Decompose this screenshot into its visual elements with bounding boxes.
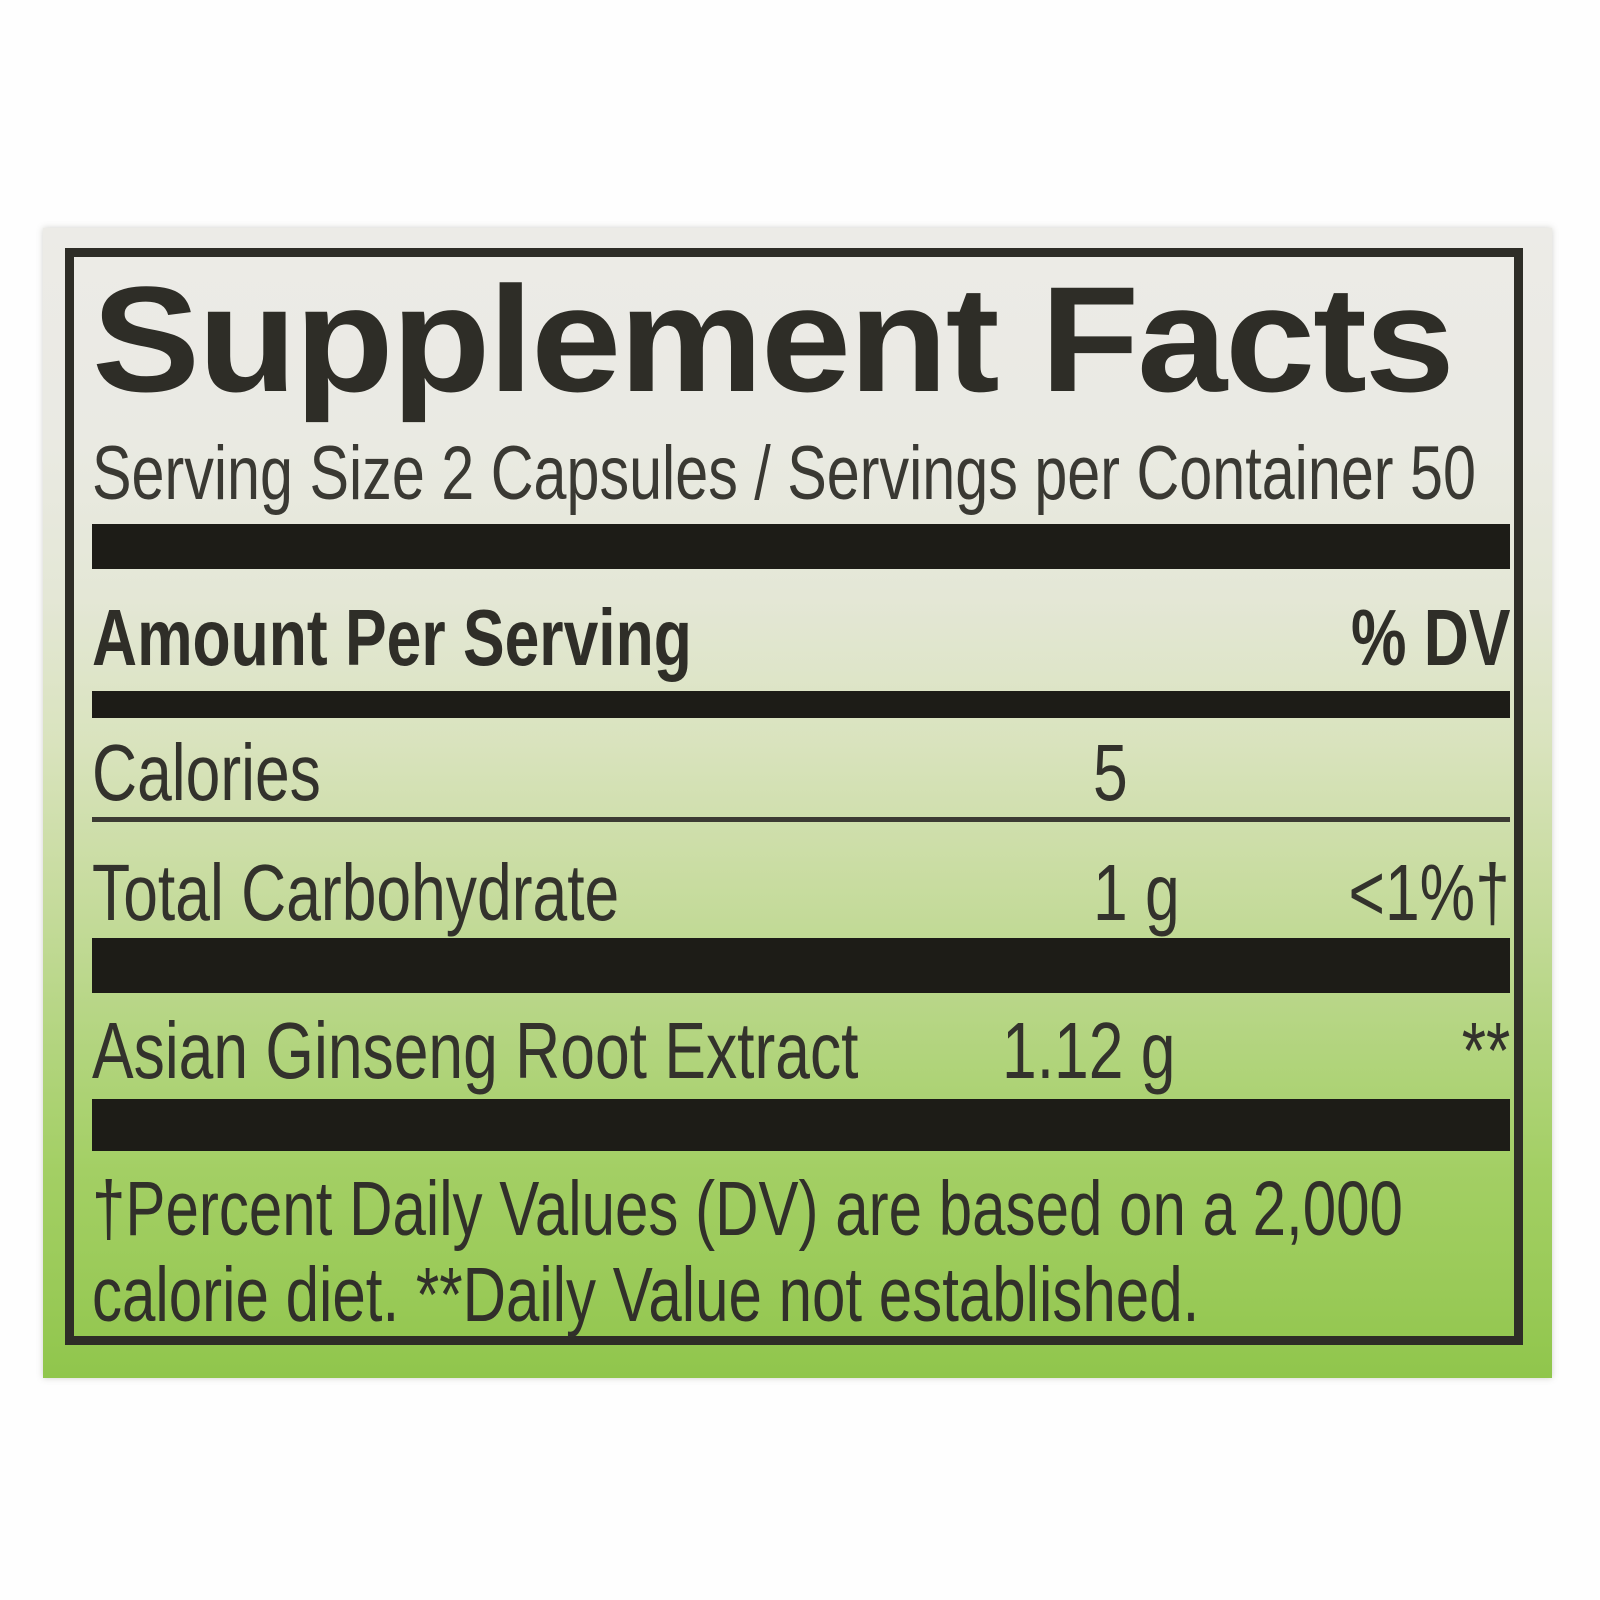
panel-border	[65, 248, 1523, 1345]
serving-info-text: Serving Size 2 Capsules / Servings per C…	[92, 431, 1476, 516]
nutrient-name: Calories	[92, 728, 321, 817]
panel-title: Supplement Facts	[92, 264, 1455, 414]
footnote-line-1: †Percent Daily Values (DV) are based on …	[92, 1166, 1403, 1252]
nutrient-row-total-carbohydrate: Total Carbohydrate 1 g <1%†	[92, 847, 1510, 939]
nutrient-row-asian-ginseng: Asian Ginseng Root Extract 1.12 g **	[92, 1005, 1510, 1097]
nutrient-amount: 1.12 g	[1002, 1006, 1176, 1095]
thick-rule-under-header	[92, 691, 1510, 718]
thick-rule-under-carbohydrate	[92, 938, 1510, 993]
percent-dv-header: % DV	[1350, 593, 1510, 682]
nutrient-dv: **	[1461, 1006, 1510, 1095]
thick-rule-top	[92, 524, 1510, 569]
serving-info: Serving Size 2 Capsules / Servings per C…	[92, 434, 1600, 514]
nutrient-row-calories: Calories 5	[92, 727, 1510, 819]
nutrient-name: Asian Ginseng Root Extract	[92, 1006, 859, 1095]
footnote: †Percent Daily Values (DV) are based on …	[92, 1166, 1600, 1338]
column-header-row: Amount Per Serving % DV	[92, 592, 1510, 684]
nutrient-name: Total Carbohydrate	[92, 848, 620, 937]
nutrient-amount: 5	[1093, 728, 1128, 817]
nutrient-amount: 1 g	[1093, 848, 1180, 937]
thick-rule-under-ginseng	[92, 1099, 1510, 1151]
panel-title-text: Supplement Facts	[92, 255, 1455, 423]
footnote-line-2: calorie diet. **Daily Value not establis…	[92, 1252, 1200, 1338]
nutrient-dv: <1%†	[1348, 848, 1510, 937]
amount-per-serving-header: Amount Per Serving	[92, 593, 692, 682]
supplement-label: Supplement Facts Serving Size 2 Capsules…	[43, 228, 1552, 1378]
thin-rule-under-calories	[92, 817, 1510, 822]
